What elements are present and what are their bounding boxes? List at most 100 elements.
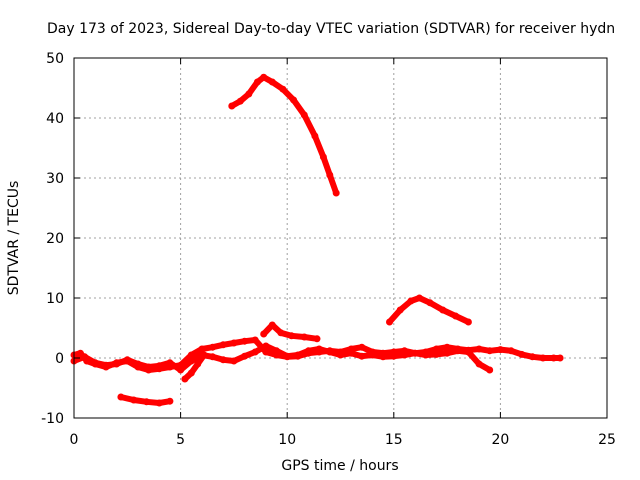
data-point [332,189,340,197]
data-point [219,356,227,364]
data-point [268,78,276,86]
data-series [70,73,564,407]
data-point [300,333,308,341]
data-point [209,343,217,351]
x-tick-label: 20 [491,432,509,448]
data-point [305,347,312,355]
data-point [143,398,150,406]
data-point [326,348,334,356]
data-point [273,347,280,355]
y-tick-label: 40 [46,111,64,127]
data-point [181,375,189,383]
data-point [326,171,334,179]
data-point [486,347,494,355]
data-point [230,357,238,365]
data-point [452,312,460,320]
data-point [315,345,323,353]
y-tick-label: 10 [46,291,64,307]
data-point [177,366,185,374]
data-point [290,96,298,104]
data-point [486,366,494,374]
data-point [422,351,430,359]
data-point [300,111,308,119]
series-arc-2 [71,343,493,373]
data-point [464,318,472,326]
data-point [251,348,259,356]
data-point [113,360,121,368]
data-point [454,347,462,355]
data-point [407,297,415,305]
y-tick-label: -10 [41,411,64,427]
data-point [253,78,261,86]
data-point [518,350,526,358]
x-tick-label: 5 [176,432,185,448]
data-point [311,132,319,140]
data-point [411,349,419,357]
data-point [401,351,408,359]
data-point [123,356,131,364]
data-point [241,337,249,345]
data-point [145,363,153,371]
data-point [294,351,302,359]
data-point [277,329,285,337]
data-point [130,396,138,404]
data-point [91,359,99,367]
data-point [313,335,321,343]
y-tick-label: 30 [46,171,64,187]
data-point [241,352,249,360]
data-point [539,354,547,362]
data-point [496,346,504,354]
data-point [443,343,451,351]
data-point [358,352,366,360]
data-point [187,357,195,365]
data-point [347,349,355,357]
data-point [194,360,202,368]
data-point [369,351,376,359]
data-point [432,345,440,353]
data-point [432,350,440,358]
data-point [507,347,515,355]
data-point [443,349,451,357]
data-point [134,360,142,368]
data-point [117,393,125,401]
data-point [475,360,483,368]
series-arc-7 [181,352,208,382]
y-tick-label: 0 [55,351,64,367]
data-point [81,353,89,361]
data-point [262,342,270,350]
x-tick-label: 25 [598,432,616,448]
chart-title: Day 173 of 2023, Sidereal Day-to-day VTE… [47,21,615,37]
data-point [283,352,291,360]
data-point [219,341,227,349]
data-point [260,330,268,338]
x-tick-label: 0 [70,432,79,448]
data-point [337,351,344,359]
data-point [319,153,327,161]
data-point [415,294,423,302]
x-tick-label: 15 [385,432,403,448]
x-axis-label: GPS time / hours [281,458,398,474]
y-tick-label: 50 [46,51,64,67]
data-point [245,90,253,98]
data-point [358,343,366,351]
data-point [279,85,287,93]
y-tick-label: 20 [46,231,64,247]
data-point [166,397,174,405]
data-point [236,97,244,105]
data-point [475,345,483,353]
data-point [187,369,195,377]
axis-ticks: 0 5 10 15 20 25 -10 0 10 20 30 40 50 [41,51,616,448]
data-point [200,351,208,359]
data-point [550,354,558,362]
data-point [556,354,564,362]
data-point [379,353,387,361]
data-point [386,318,393,326]
data-point [464,348,472,356]
data-point [426,299,434,307]
data-point [228,102,236,110]
data-point [230,339,238,347]
data-point [396,306,404,314]
x-tick-label: 10 [278,432,296,448]
data-point [268,321,276,329]
